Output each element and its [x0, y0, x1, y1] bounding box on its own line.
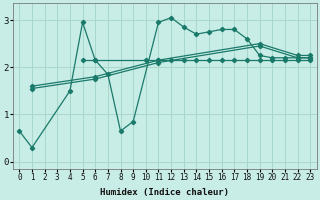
- X-axis label: Humidex (Indice chaleur): Humidex (Indice chaleur): [100, 188, 229, 197]
